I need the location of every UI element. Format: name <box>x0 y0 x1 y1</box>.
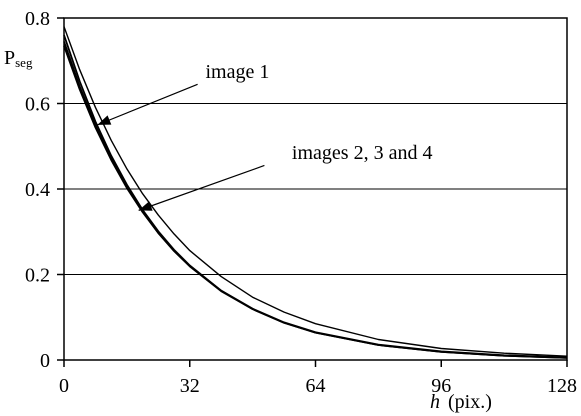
annotations: image 1 images 2, 3 and 4 <box>97 61 432 211</box>
y-axis-label-sub: seg <box>15 55 33 70</box>
series-line-3 <box>63 45 568 359</box>
series-line-0 <box>63 26 568 357</box>
x-tick-label-2: 64 <box>306 375 326 397</box>
x-tick-label-4: 128 <box>547 375 577 397</box>
annotation-arrowhead-0 <box>97 115 112 125</box>
x-axis-label-italic: h <box>430 391 440 413</box>
x-axis-label: h (pix.) <box>430 391 492 413</box>
annotation-label-0: image 1 <box>205 61 269 83</box>
annotation-arrowhead-1 <box>138 201 153 211</box>
y-tick-label-0: 0 <box>40 350 50 372</box>
y-tick-label-2: 0.4 <box>25 179 50 201</box>
annotation-arrow-0 <box>97 83 198 126</box>
annotation-arrow-1 <box>138 164 265 211</box>
y-tick-label-1: 0.2 <box>25 265 50 287</box>
x-tick-label-1: 32 <box>180 375 200 397</box>
x-tick-label-3: 96 <box>431 375 451 397</box>
tick-marks <box>57 17 568 367</box>
y-tick-labels: 0 0.2 0.4 0.6 0.8 <box>25 8 50 372</box>
grid-lines <box>64 103 567 275</box>
series-line-2 <box>63 41 568 359</box>
y-axis-label: Pseg <box>4 47 33 70</box>
annotation-label-1: images 2, 3 and 4 <box>292 142 433 164</box>
x-axis-label-rest: (pix.) <box>448 391 492 413</box>
x-tick-label-0: 0 <box>59 375 69 397</box>
series-group <box>63 26 568 359</box>
y-tick-label-4: 0.8 <box>25 8 50 30</box>
y-axis-label-main: P <box>4 47 15 69</box>
y-tick-label-3: 0.6 <box>25 94 50 116</box>
series-line-1 <box>63 34 568 359</box>
x-tick-labels: 0 32 64 96 128 <box>59 375 577 397</box>
